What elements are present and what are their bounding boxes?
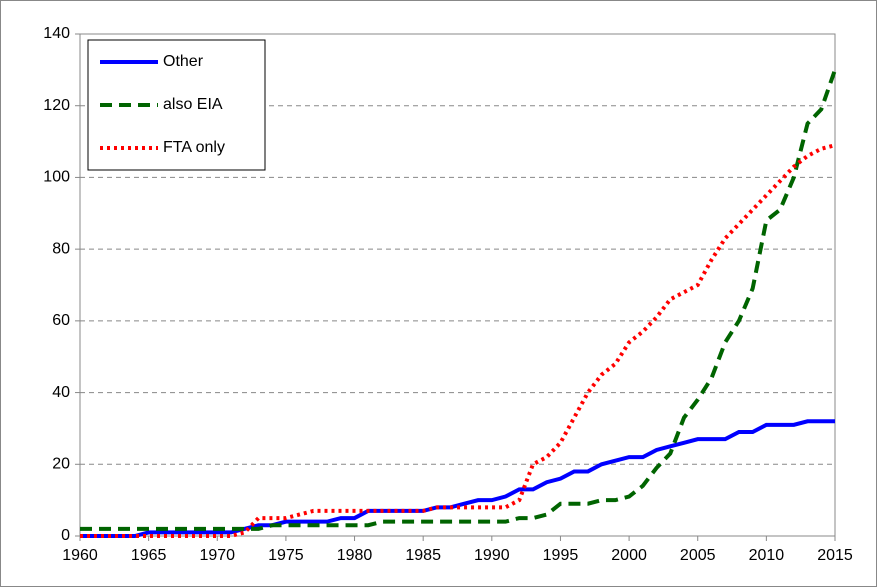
x-tick-label: 1990 [474,547,510,564]
x-tick-label: 1970 [199,547,235,564]
y-tick-label: 20 [52,456,70,473]
y-tick-label: 140 [43,25,70,42]
x-tick-label: 1980 [337,547,373,564]
x-tick-label: 1960 [62,547,98,564]
x-tick-label: 2015 [817,547,853,564]
x-tick-label: 2000 [611,547,647,564]
line-series [80,69,837,531]
x-tick-label: 1985 [405,547,441,564]
x-tick-label: 1975 [268,547,304,564]
x-tick-label: 2005 [680,547,716,564]
plot-area [79,33,836,537]
y-tick-label: 100 [43,169,70,186]
y-tick-label: 80 [52,240,70,257]
y-tick-label: 120 [43,97,70,114]
y-tick-label: 60 [52,312,70,329]
y-tick-label: 0 [61,527,70,544]
legend-label: FTA only [163,139,225,156]
line-series [80,143,836,538]
x-tick-label: 1965 [131,547,167,564]
legend-label: also EIA [163,96,223,113]
y-tick-label: 40 [52,384,70,401]
x-tick-label: 2010 [749,547,785,564]
legend-label: Other [163,53,204,70]
x-tick-label: 1995 [543,547,579,564]
